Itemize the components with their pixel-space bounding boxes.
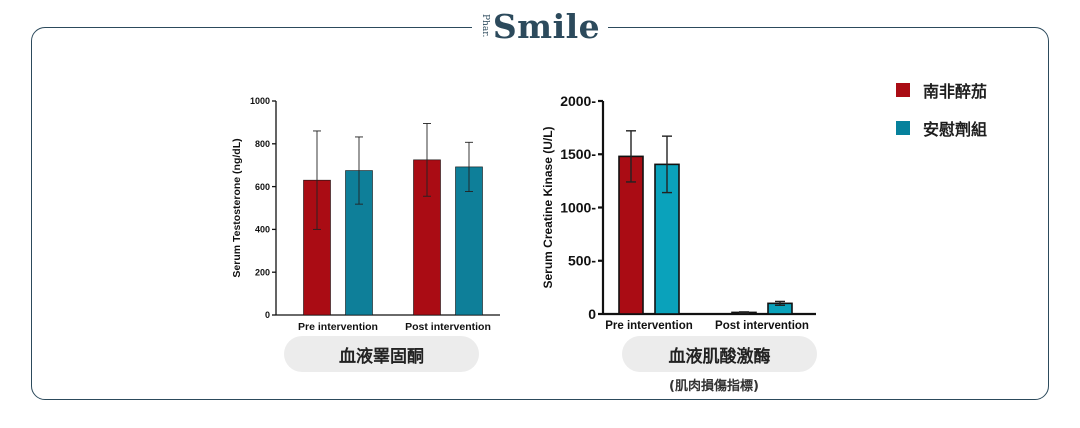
category-label: Post intervention — [715, 320, 809, 332]
y-axis-label: Serum Creatine Kinase (U/L) — [541, 126, 555, 288]
y-tick-label: 2000- — [560, 93, 596, 109]
creatine-kinase-chart-subtitle: (肌肉損傷指標) — [669, 379, 759, 394]
y-tick-label: 0 — [588, 306, 596, 322]
y-tick-label: 1500- — [560, 146, 596, 162]
legend: 南非醉茄 安慰劑組 — [896, 79, 987, 155]
legend-swatch-placebo — [896, 121, 910, 135]
bar — [303, 179, 331, 316]
y-tick-label: 1000- — [560, 199, 596, 215]
category-label: Post intervention — [405, 321, 491, 333]
category-label: Pre intervention — [298, 321, 378, 333]
y-axis-label: Serum Testosterone (ng/dL) — [231, 138, 243, 277]
legend-swatch-ashwagandha — [896, 83, 910, 97]
legend-item-ashwagandha: 南非醉茄 — [896, 79, 987, 101]
y-tick-label: 1000 — [250, 96, 270, 106]
brand-logo: Phar. Smile — [472, 6, 608, 46]
brand-name: Smile — [492, 6, 601, 46]
y-tick-label: 400 — [255, 225, 270, 235]
y-tick-label: 200 — [255, 267, 270, 277]
y-tick-label: 500- — [568, 253, 596, 269]
legend-label-ashwagandha: 南非醉茄 — [923, 82, 988, 101]
testosterone-chart-title: 血液睪固酮 — [284, 336, 479, 372]
testosterone-chart: 0 200 400 600 800 1000 Serum Testosterone (ng/… — [224, 88, 514, 338]
legend-label-placebo: 安慰劑組 — [923, 120, 988, 139]
creatine-kinase-chart: 0 500- 1000- 1500- 2000- Serum Creatine Kinas… — [534, 88, 824, 338]
y-tick-label: 800 — [255, 139, 270, 149]
legend-item-placebo: 安慰劑組 — [896, 117, 987, 139]
y-tick-label: 0 — [265, 310, 270, 320]
creatine-kinase-chart-title: 血液肌酸激酶 — [622, 336, 817, 372]
brand-prefix: Phar. — [479, 14, 490, 38]
category-label: Pre intervention — [605, 320, 693, 332]
y-tick-label: 600 — [255, 182, 270, 192]
